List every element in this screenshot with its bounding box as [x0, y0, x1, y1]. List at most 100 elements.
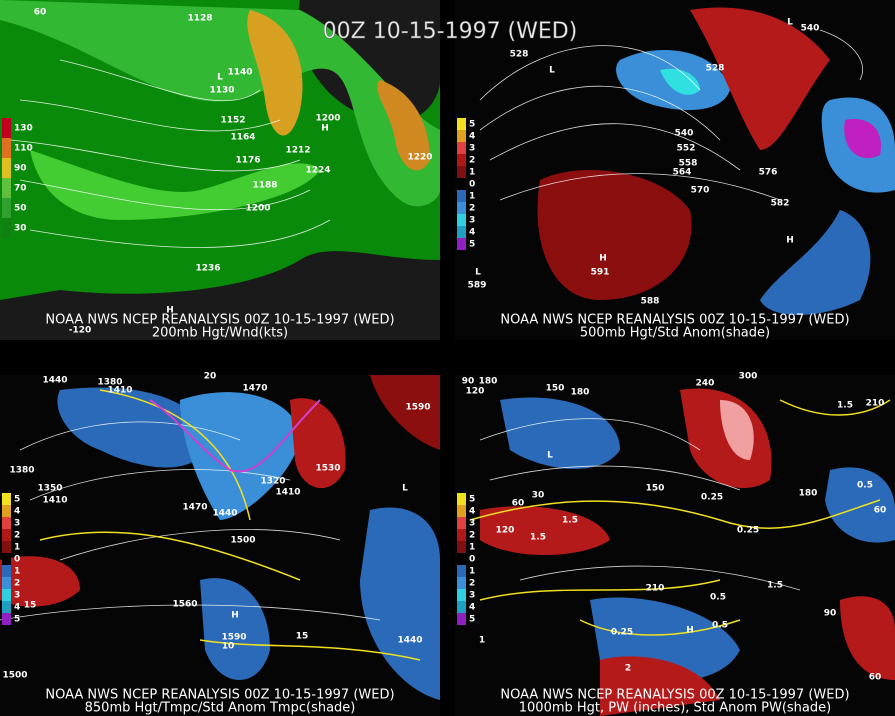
anomaly-shade — [690, 7, 830, 150]
colorbar-label: 3 — [14, 591, 20, 601]
wind-shade — [377, 80, 430, 171]
anomaly-shade — [360, 507, 440, 700]
contour-label: 1590 — [405, 403, 430, 413]
contour — [0, 421, 381, 621]
panel-500mb — [455, 0, 895, 340]
wind-shade — [0, 0, 440, 207]
anomaly-shade — [200, 578, 270, 680]
contour-label: 0.5 — [712, 621, 728, 631]
colorbar-label: 2 — [469, 204, 475, 214]
colorbar-swatch — [457, 577, 466, 589]
contour-label: 180 — [479, 377, 498, 387]
contour-label: 558 — [679, 159, 698, 169]
colorbar-swatch — [2, 529, 11, 541]
colorbar-swatch — [457, 226, 466, 238]
contour-label: 0.25 — [611, 628, 633, 638]
panel-1000mb — [455, 375, 895, 716]
subcaption: 200mb Hgt/Wnd(kts) — [152, 326, 288, 341]
colorbar-swatch — [457, 601, 466, 613]
colorbar-label: 70 — [14, 184, 27, 194]
anomaly-shade — [480, 506, 610, 555]
colorbar-label: 4 — [469, 228, 475, 238]
contour-label: 1.5 — [562, 516, 578, 526]
colorbar-swatch — [457, 178, 466, 190]
colorbar-label: 3 — [469, 144, 475, 154]
contour-label: -120 — [69, 326, 92, 336]
contour-label: 1590 — [221, 633, 246, 643]
anomaly-shade — [840, 596, 895, 680]
contour-label: 1410 — [107, 386, 132, 396]
contour — [9, 59, 331, 248]
contour-label: 528 — [510, 50, 529, 60]
contour-label: 582 — [771, 199, 790, 209]
contour-label: 1440 — [397, 636, 422, 646]
anomaly-shade — [290, 398, 346, 489]
contour-label: 1380 — [97, 378, 122, 388]
caption: NOAA NWS NCEP REANALYSIS 00Z 10-15-1997 … — [45, 688, 394, 703]
contour-label: 564 — [673, 168, 692, 178]
contour-label: 1130 — [209, 86, 234, 96]
contour-label: 120 — [466, 387, 485, 397]
contour-label: 540 — [801, 24, 820, 34]
contour — [469, 399, 891, 636]
contour-label: 1176 — [235, 156, 260, 166]
colorbar-label: 4 — [469, 507, 475, 517]
contour-label: 1188 — [252, 181, 277, 191]
contour-label: 2 — [625, 664, 631, 674]
colorbar-label: 130 — [14, 124, 33, 134]
colorbar-label: 2 — [469, 579, 475, 589]
colorbar-swatch — [457, 154, 466, 166]
subcaption: 850mb Hgt/Tmpc/Std Anom Tmpc(shade) — [85, 701, 356, 716]
contour-label: 240 — [696, 379, 715, 389]
colorbar-label: 2 — [469, 531, 475, 541]
colorbar-swatch — [2, 178, 11, 198]
contour-label: 1128 — [187, 14, 212, 24]
colorbar-swatch — [457, 589, 466, 601]
contour-label: 1224 — [305, 166, 330, 176]
contour-label: 1152 — [220, 116, 245, 126]
contour-label: 1200 — [315, 114, 340, 124]
colorbar-label: 1 — [469, 192, 475, 202]
anomaly-shade — [0, 556, 80, 607]
anomaly-shade — [825, 467, 895, 543]
colorbar-label: 0 — [469, 555, 475, 565]
contour-label: 1470 — [242, 384, 267, 394]
contour-label: 60 — [512, 499, 525, 509]
subcaption: 1000mb Hgt, PW (inches), Std Anom PW(sha… — [519, 701, 831, 716]
colorbar-label: 1 — [469, 543, 475, 553]
contour-label: L — [547, 451, 553, 461]
colorbar-swatch — [2, 577, 11, 589]
colorbar-swatch — [457, 118, 466, 130]
colorbar-swatch — [457, 553, 466, 565]
colorbar-swatch — [2, 138, 11, 158]
contour-label: 1320 — [260, 477, 285, 487]
wind-shade — [30, 150, 320, 220]
contour-label: 150 — [546, 384, 565, 394]
colorbar-swatch — [457, 613, 466, 625]
contour-label: 528 — [706, 64, 725, 74]
colorbar-swatch — [2, 517, 11, 529]
contour-label: 1 — [479, 636, 485, 646]
colorbar-swatch — [2, 601, 11, 613]
colorbar-label: 3 — [469, 519, 475, 529]
contour-label: 576 — [759, 168, 778, 178]
contour-label: 210 — [866, 399, 885, 409]
contour-label: 1410 — [42, 496, 67, 506]
anomaly-shade — [537, 170, 692, 300]
main-title: 00Z 10-15-1997 (WED) — [323, 19, 578, 44]
contour-label: 1560 — [172, 600, 197, 610]
contour-label: 1236 — [195, 264, 220, 274]
anomaly-shade — [370, 375, 440, 450]
colorbar-label: 4 — [469, 603, 475, 613]
colorbar-label: 3 — [14, 519, 20, 529]
contour — [479, 29, 863, 201]
colorbar-label: 5 — [469, 495, 475, 505]
colorbar-label: 0 — [469, 180, 475, 190]
panel-850mb — [0, 375, 440, 716]
wind-shade — [247, 10, 303, 136]
colorbar-label: 4 — [14, 603, 20, 613]
contour-label: L — [217, 73, 223, 83]
colorbar-swatch — [457, 565, 466, 577]
colorbar-label: 4 — [14, 507, 20, 517]
